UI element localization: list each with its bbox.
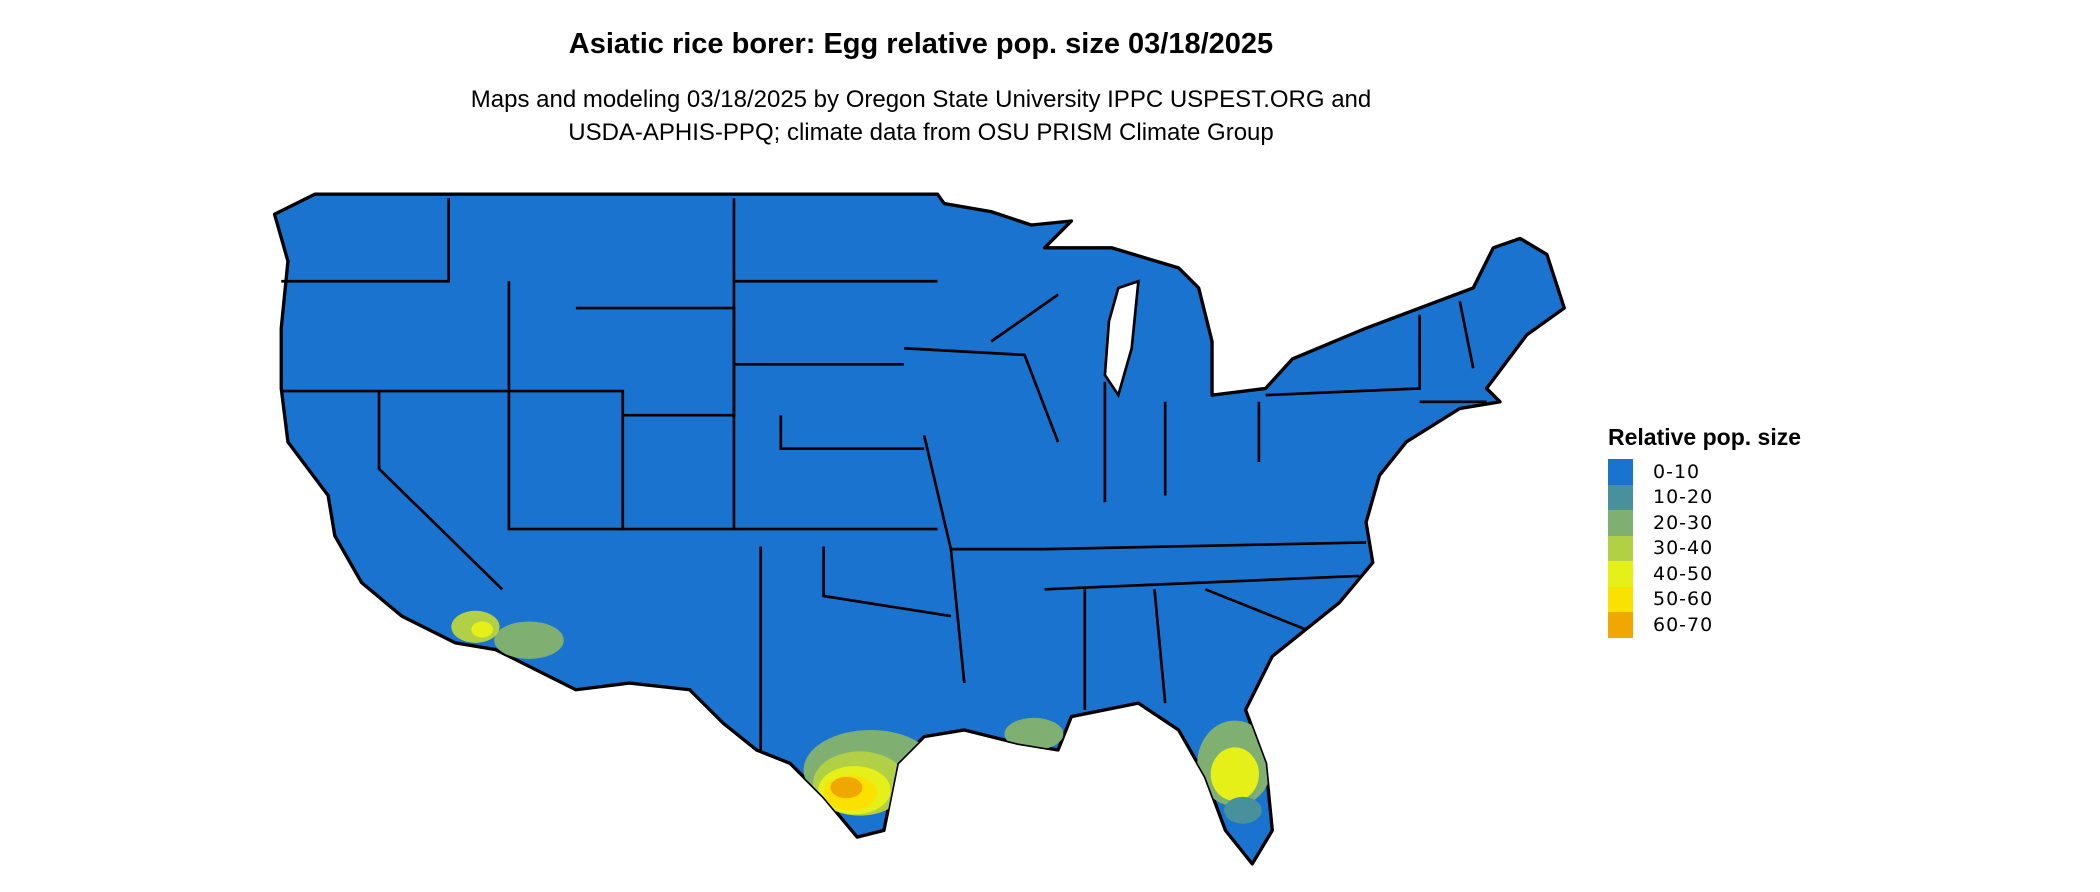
legend-item: 50-60	[1608, 586, 1801, 612]
legend-item: 40-50	[1608, 561, 1801, 587]
legend-swatch	[1608, 612, 1633, 638]
legend-item: 30-40	[1608, 535, 1801, 561]
legend: Relative pop. size 0-10 10-20 20-30 30-40 40…	[1608, 424, 1801, 638]
legend-label: 50-60	[1653, 588, 1714, 611]
legend-label: 30-40	[1653, 537, 1714, 560]
legend-label: 0-10	[1653, 460, 1701, 483]
legend-label: 60-70	[1653, 613, 1714, 636]
legend-item: 0-10	[1608, 459, 1801, 485]
legend-swatch	[1608, 535, 1633, 561]
lake-michigan	[1103, 279, 1140, 399]
legend-label: 10-20	[1653, 486, 1714, 509]
legend-item: 20-30	[1608, 510, 1801, 536]
legend-swatch	[1608, 586, 1633, 612]
legend-swatch	[1608, 459, 1633, 485]
zone-florida-40-50	[1210, 747, 1259, 801]
legend-swatch	[1608, 484, 1633, 510]
zone-louisiana-20-30	[1004, 717, 1064, 751]
legend-item: 60-70	[1608, 612, 1801, 638]
map-subtitle-line-1: Maps and modeling 03/18/2025 by Oregon S…	[470, 86, 1372, 113]
state-borders	[281, 198, 1487, 751]
zone-florida-10-20	[1224, 796, 1262, 824]
legend-label: 20-30	[1653, 511, 1714, 534]
map-title: Asiatic rice borer: Egg relative pop. si…	[568, 28, 1274, 60]
zone-california-40-50	[471, 621, 493, 638]
map-subtitle-line-2: USDA-APHIS-PPQ; climate data from OSU PR…	[568, 119, 1274, 146]
legend-label: 40-50	[1653, 562, 1714, 585]
legend-item: 10-20	[1608, 484, 1801, 510]
legend-title: Relative pop. size	[1608, 424, 1802, 450]
legend-swatch	[1608, 561, 1633, 587]
zone-texas-60-70	[830, 776, 863, 799]
legend-swatch	[1608, 510, 1633, 536]
zone-southwest-20-30	[494, 621, 564, 659]
